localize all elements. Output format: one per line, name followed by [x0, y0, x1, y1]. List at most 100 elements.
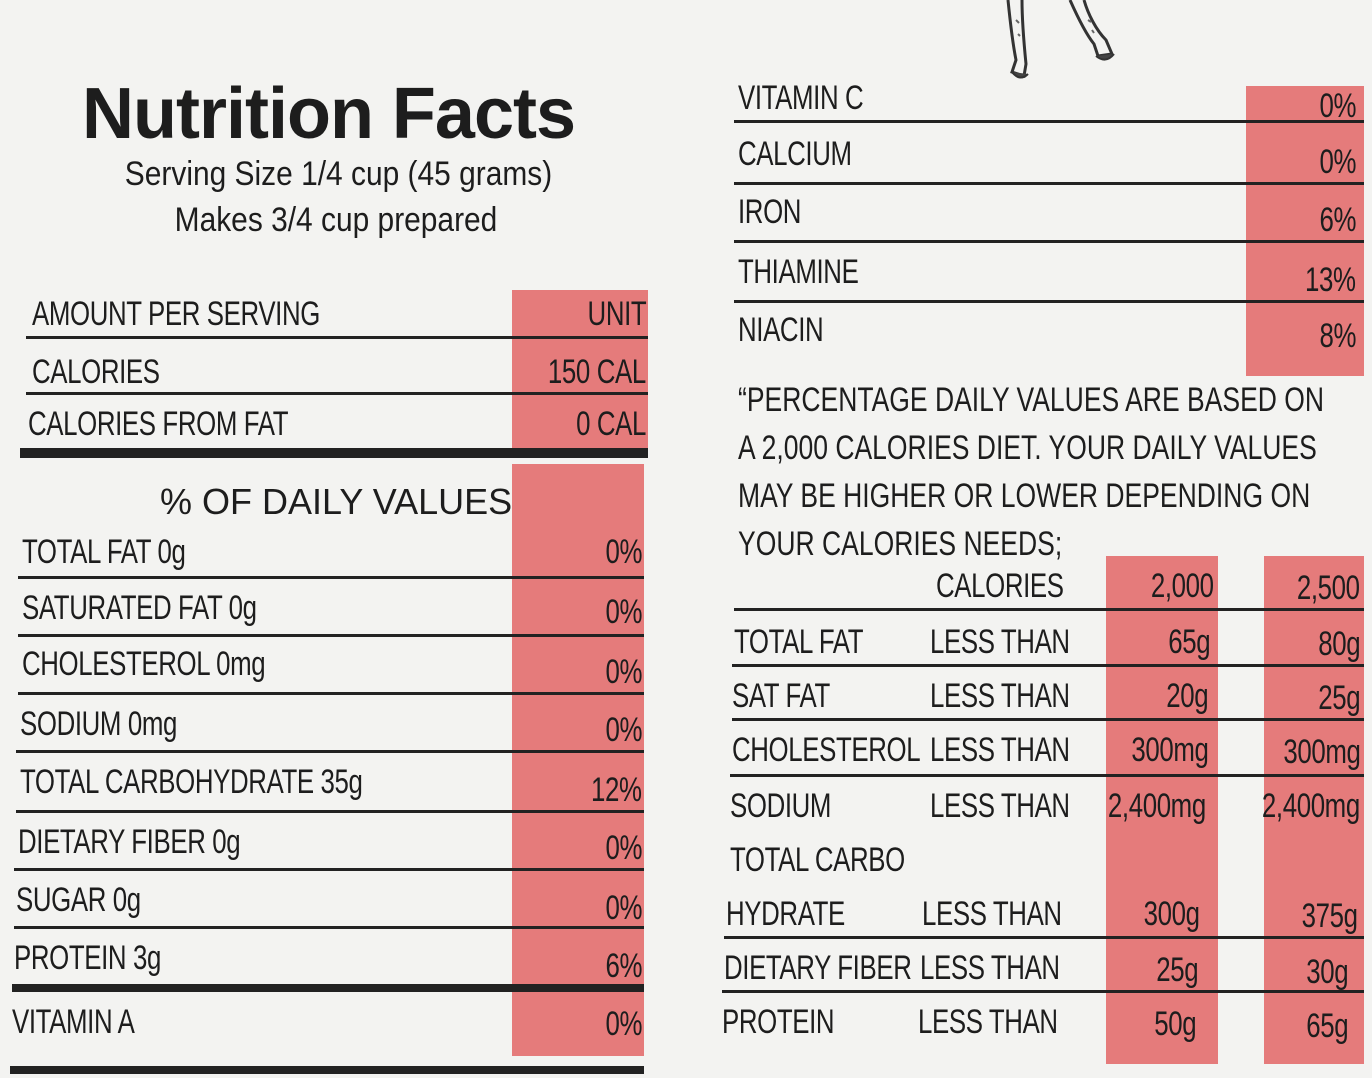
ref-nutrient: PROTEIN — [722, 1003, 835, 1041]
thick-divider — [12, 984, 644, 992]
ref-header-2500: 2,500 — [1297, 569, 1360, 607]
vitamin-row-value: 0% — [1319, 143, 1356, 181]
dv-row-value: 0% — [605, 653, 642, 691]
left-value-highlight — [512, 290, 648, 456]
footnote-line: A 2,000 CALORIES DIET. YOUR DAILY VALUES — [738, 429, 1317, 467]
vitamin-row-label: IRON — [738, 193, 802, 231]
calories-value: 150 CAL — [548, 353, 646, 391]
ref-col2-value: 65g — [1306, 1007, 1348, 1045]
calories-from-fat-label: CALORIES FROM FAT — [28, 405, 289, 443]
ref-col1-value: 65g — [1168, 623, 1210, 661]
divider — [732, 664, 1364, 667]
daily-values-heading: % OF DAILY VALUES — [160, 481, 513, 522]
ref-col2-value: 80g — [1318, 625, 1360, 663]
ref-header-2000: 2,000 — [1151, 567, 1214, 605]
ref-col1-value: 20g — [1166, 677, 1208, 715]
vitamin-row-value: 13% — [1305, 261, 1356, 299]
dv-row-label: VITAMIN A — [12, 1003, 135, 1041]
amount-unit-label: UNIT — [587, 295, 646, 333]
left-dv-highlight — [512, 464, 644, 1056]
ref-col1-value: 50g — [1154, 1005, 1196, 1043]
footnote-line: YOUR CALORIES NEEDS; — [738, 525, 1063, 563]
vitamin-row-label: NIACIN — [738, 311, 824, 349]
footnote-line: “PERCENTAGE DAILY VALUES ARE BASED ON — [738, 381, 1325, 419]
ref-col1-value: 25g — [1156, 951, 1198, 989]
ref-col1-value: 300g — [1144, 895, 1200, 933]
vitamin-row-label: CALCIUM — [738, 135, 852, 173]
divider — [724, 936, 1364, 939]
dv-row-value: 0% — [605, 593, 642, 631]
vitamin-row-value: 0% — [1319, 87, 1356, 125]
ref-nutrient: SAT FAT — [732, 677, 830, 715]
ref-nutrient: DIETARY FIBER — [724, 949, 912, 987]
ref-col2-value: 375g — [1302, 897, 1358, 935]
divider — [734, 182, 1364, 185]
divider — [16, 750, 644, 753]
divider — [722, 990, 1364, 993]
dv-row-value: 0% — [605, 1005, 642, 1043]
makes-prepared: Makes 3/4 cup prepared — [174, 201, 498, 239]
ref-col1-highlight — [1106, 556, 1218, 1064]
ref-nutrient: HYDRATE — [726, 895, 845, 933]
ref-col1-value: 300mg — [1130, 731, 1208, 769]
divider — [14, 926, 644, 929]
ref-col2-value: 25g — [1318, 679, 1360, 717]
thick-divider — [20, 448, 648, 458]
dv-row-value: 6% — [605, 947, 642, 985]
dv-row-label: SATURATED FAT 0g — [22, 589, 257, 627]
dv-row-label: TOTAL FAT 0g — [22, 533, 186, 571]
ref-nutrient: TOTAL FAT — [734, 623, 864, 661]
ref-qualifier: LESS THAN — [930, 677, 1070, 715]
dv-row-label: CHOLESTEROL 0mg — [22, 645, 266, 683]
divider — [18, 692, 644, 695]
divider — [14, 868, 644, 871]
divider — [18, 576, 644, 579]
label-title: Nutrition Facts — [82, 74, 576, 154]
ref-col2-value: 300mg — [1282, 733, 1360, 771]
ref-nutrient: CHOLESTEROL — [732, 731, 921, 769]
ref-qualifier: LESS THAN — [920, 949, 1060, 987]
calories-label: CALORIES — [32, 353, 160, 391]
ref-header-calories: CALORIES — [936, 567, 1064, 605]
dv-row-label: PROTEIN 3g — [14, 939, 161, 977]
bottom-divider — [10, 1066, 644, 1074]
dv-row-label: DIETARY FIBER 0g — [18, 823, 241, 861]
footnote-line: MAY BE HIGHER OR LOWER DEPENDING ON — [738, 477, 1311, 515]
ref-qualifier: LESS THAN — [930, 787, 1070, 825]
divider — [26, 392, 648, 395]
divider — [734, 608, 1364, 611]
dv-row-label: SODIUM 0mg — [20, 705, 178, 743]
right-vitamin-highlight — [1246, 86, 1364, 376]
vitamin-row-label: THIAMINE — [738, 253, 859, 291]
ref-qualifier: LESS THAN — [930, 731, 1070, 769]
giraffe-legs-illustration — [1006, 0, 1115, 79]
vitamin-row-value: 6% — [1319, 201, 1356, 239]
divider — [16, 810, 644, 813]
ref-nutrient: SODIUM — [730, 787, 832, 825]
dv-row-value: 0% — [605, 889, 642, 927]
dv-row-value: 0% — [605, 711, 642, 749]
divider — [730, 774, 1364, 777]
divider — [734, 120, 1364, 123]
ref-col1-value: 2,400mg — [1108, 787, 1206, 825]
ref-qualifier: LESS THAN — [918, 1003, 1058, 1041]
calories-from-fat-value: 0 CAL — [576, 405, 646, 443]
divider — [734, 300, 1364, 303]
dv-row-label: SUGAR 0g — [16, 881, 141, 919]
vitamin-row-label: VITAMIN C — [738, 79, 864, 117]
dv-row-value: 12% — [591, 771, 642, 809]
ref-col2-highlight — [1264, 556, 1364, 1064]
serving-size: Serving Size 1/4 cup (45 grams) — [124, 155, 553, 193]
ref-qualifier: LESS THAN — [922, 895, 1062, 933]
ref-col2-value: 30g — [1306, 953, 1348, 991]
divider — [26, 336, 648, 339]
amount-per-serving-label: AMOUNT PER SERVING — [32, 295, 320, 333]
divider — [18, 634, 644, 637]
divider — [732, 718, 1364, 721]
vitamin-row-value: 8% — [1319, 317, 1356, 355]
dv-row-label: TOTAL CARBOHYDRATE 35g — [20, 763, 363, 801]
divider — [734, 240, 1364, 243]
ref-col2-value: 2,400mg — [1262, 787, 1360, 825]
ref-nutrient: TOTAL CARBO — [730, 841, 905, 879]
